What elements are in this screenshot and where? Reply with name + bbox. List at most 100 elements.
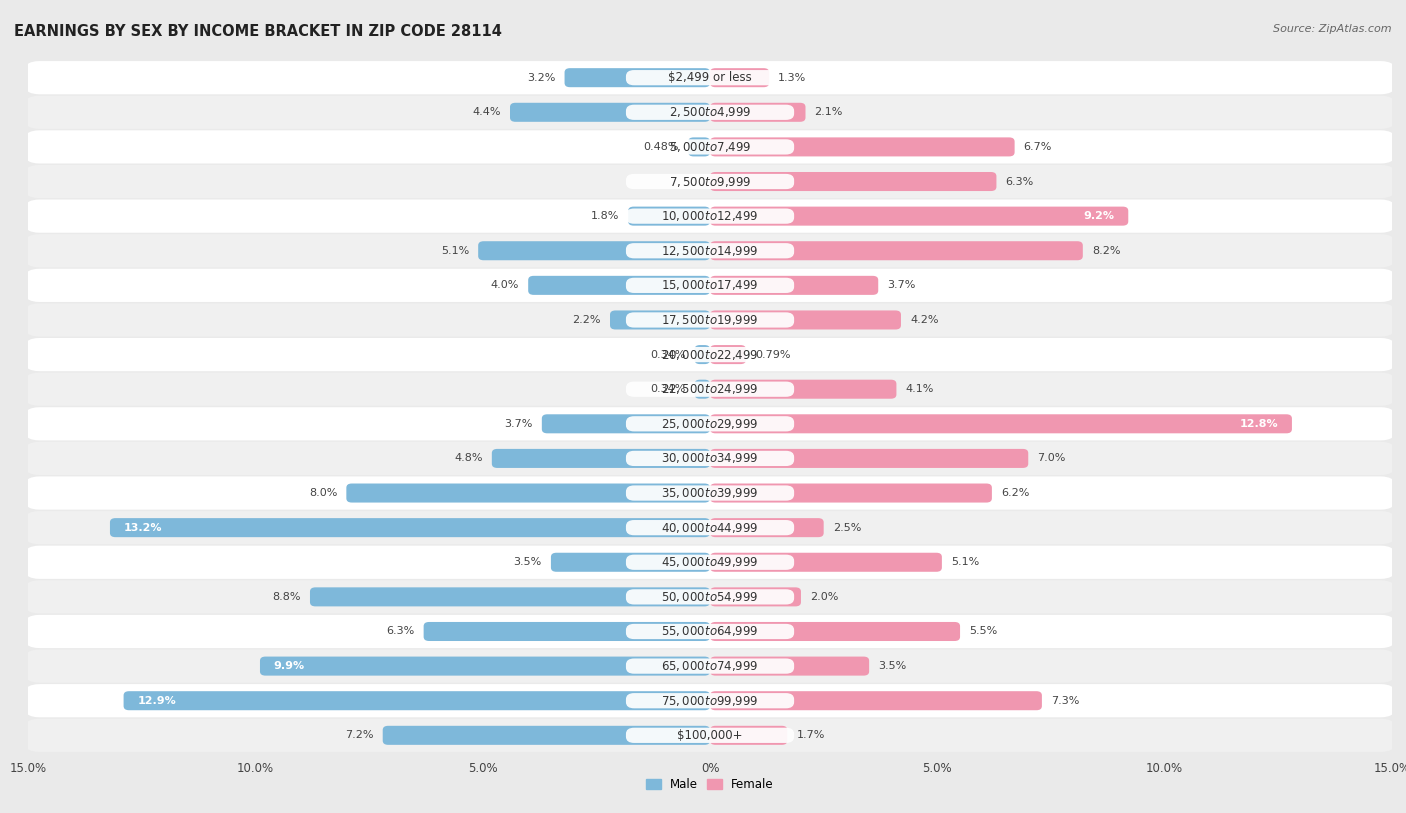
Text: 6.3%: 6.3% xyxy=(1005,176,1033,186)
Text: 13.2%: 13.2% xyxy=(124,523,162,533)
FancyBboxPatch shape xyxy=(710,553,942,572)
Text: $50,000 to $54,999: $50,000 to $54,999 xyxy=(661,590,759,604)
FancyBboxPatch shape xyxy=(492,449,710,468)
FancyBboxPatch shape xyxy=(688,137,710,156)
FancyBboxPatch shape xyxy=(626,381,794,397)
FancyBboxPatch shape xyxy=(510,102,710,122)
Text: $20,000 to $22,499: $20,000 to $22,499 xyxy=(661,348,759,362)
Text: 5.5%: 5.5% xyxy=(969,627,997,637)
FancyBboxPatch shape xyxy=(626,70,794,85)
Text: $17,500 to $19,999: $17,500 to $19,999 xyxy=(661,313,759,327)
FancyBboxPatch shape xyxy=(24,441,1396,475)
FancyBboxPatch shape xyxy=(24,165,1396,198)
FancyBboxPatch shape xyxy=(24,719,1396,752)
FancyBboxPatch shape xyxy=(626,105,794,120)
Text: $100,000+: $100,000+ xyxy=(678,728,742,741)
Text: 4.1%: 4.1% xyxy=(905,385,934,394)
Text: 2.0%: 2.0% xyxy=(810,592,838,602)
FancyBboxPatch shape xyxy=(24,269,1396,302)
FancyBboxPatch shape xyxy=(565,68,710,87)
Text: 0.34%: 0.34% xyxy=(650,385,686,394)
FancyBboxPatch shape xyxy=(695,380,710,398)
Text: $5,000 to $7,499: $5,000 to $7,499 xyxy=(669,140,751,154)
FancyBboxPatch shape xyxy=(710,172,997,191)
Text: 9.2%: 9.2% xyxy=(1084,211,1115,221)
Text: $22,500 to $24,999: $22,500 to $24,999 xyxy=(661,382,759,396)
FancyBboxPatch shape xyxy=(710,726,787,745)
Text: $75,000 to $99,999: $75,000 to $99,999 xyxy=(661,693,759,707)
FancyBboxPatch shape xyxy=(24,476,1396,510)
FancyBboxPatch shape xyxy=(626,243,794,259)
FancyBboxPatch shape xyxy=(626,174,794,189)
FancyBboxPatch shape xyxy=(541,415,710,433)
FancyBboxPatch shape xyxy=(710,657,869,676)
Text: 12.9%: 12.9% xyxy=(138,696,176,706)
Text: $35,000 to $39,999: $35,000 to $39,999 xyxy=(661,486,759,500)
FancyBboxPatch shape xyxy=(710,207,1128,226)
FancyBboxPatch shape xyxy=(626,208,794,224)
Text: 3.7%: 3.7% xyxy=(505,419,533,428)
Text: 12.8%: 12.8% xyxy=(1240,419,1278,428)
Text: 7.0%: 7.0% xyxy=(1038,454,1066,463)
FancyBboxPatch shape xyxy=(24,615,1396,648)
FancyBboxPatch shape xyxy=(626,278,794,293)
FancyBboxPatch shape xyxy=(24,96,1396,129)
Text: $55,000 to $64,999: $55,000 to $64,999 xyxy=(661,624,759,638)
Text: 3.5%: 3.5% xyxy=(879,661,907,671)
Text: 4.8%: 4.8% xyxy=(454,454,482,463)
Text: EARNINGS BY SEX BY INCOME BRACKET IN ZIP CODE 28114: EARNINGS BY SEX BY INCOME BRACKET IN ZIP… xyxy=(14,24,502,39)
Text: 3.2%: 3.2% xyxy=(527,72,555,83)
Text: 0.79%: 0.79% xyxy=(755,350,790,359)
FancyBboxPatch shape xyxy=(626,728,794,743)
Text: $12,500 to $14,999: $12,500 to $14,999 xyxy=(661,244,759,258)
FancyBboxPatch shape xyxy=(110,518,710,537)
Text: $2,500 to $4,999: $2,500 to $4,999 xyxy=(669,106,751,120)
FancyBboxPatch shape xyxy=(710,137,1015,156)
Text: $15,000 to $17,499: $15,000 to $17,499 xyxy=(661,278,759,293)
FancyBboxPatch shape xyxy=(710,345,747,364)
FancyBboxPatch shape xyxy=(24,546,1396,579)
Text: 8.0%: 8.0% xyxy=(309,488,337,498)
Text: 9.9%: 9.9% xyxy=(274,661,305,671)
FancyBboxPatch shape xyxy=(626,520,794,535)
FancyBboxPatch shape xyxy=(626,139,794,154)
FancyBboxPatch shape xyxy=(695,345,710,364)
FancyBboxPatch shape xyxy=(24,684,1396,717)
FancyBboxPatch shape xyxy=(626,450,794,466)
Text: $45,000 to $49,999: $45,000 to $49,999 xyxy=(661,555,759,569)
FancyBboxPatch shape xyxy=(710,68,769,87)
FancyBboxPatch shape xyxy=(710,622,960,641)
FancyBboxPatch shape xyxy=(24,511,1396,544)
FancyBboxPatch shape xyxy=(24,199,1396,233)
Text: 4.2%: 4.2% xyxy=(910,315,939,325)
FancyBboxPatch shape xyxy=(710,102,806,122)
FancyBboxPatch shape xyxy=(710,415,1292,433)
FancyBboxPatch shape xyxy=(346,484,710,502)
Text: 7.3%: 7.3% xyxy=(1052,696,1080,706)
Text: 1.8%: 1.8% xyxy=(591,211,619,221)
FancyBboxPatch shape xyxy=(626,693,794,708)
Text: 3.5%: 3.5% xyxy=(513,557,541,567)
Text: 2.2%: 2.2% xyxy=(572,315,600,325)
FancyBboxPatch shape xyxy=(610,311,710,329)
FancyBboxPatch shape xyxy=(710,311,901,329)
FancyBboxPatch shape xyxy=(626,659,794,674)
FancyBboxPatch shape xyxy=(260,657,710,676)
Text: 4.4%: 4.4% xyxy=(472,107,501,117)
Text: $2,499 or less: $2,499 or less xyxy=(668,72,752,85)
FancyBboxPatch shape xyxy=(626,589,794,605)
FancyBboxPatch shape xyxy=(628,207,710,226)
Text: $10,000 to $12,499: $10,000 to $12,499 xyxy=(661,209,759,223)
Text: 8.8%: 8.8% xyxy=(273,592,301,602)
Text: 1.7%: 1.7% xyxy=(796,730,825,741)
Text: $65,000 to $74,999: $65,000 to $74,999 xyxy=(661,659,759,673)
FancyBboxPatch shape xyxy=(626,416,794,432)
FancyBboxPatch shape xyxy=(24,61,1396,94)
FancyBboxPatch shape xyxy=(626,485,794,501)
Text: 5.1%: 5.1% xyxy=(950,557,979,567)
FancyBboxPatch shape xyxy=(710,691,1042,711)
Text: 7.2%: 7.2% xyxy=(344,730,374,741)
Text: $25,000 to $29,999: $25,000 to $29,999 xyxy=(661,417,759,431)
FancyBboxPatch shape xyxy=(710,241,1083,260)
FancyBboxPatch shape xyxy=(24,372,1396,406)
